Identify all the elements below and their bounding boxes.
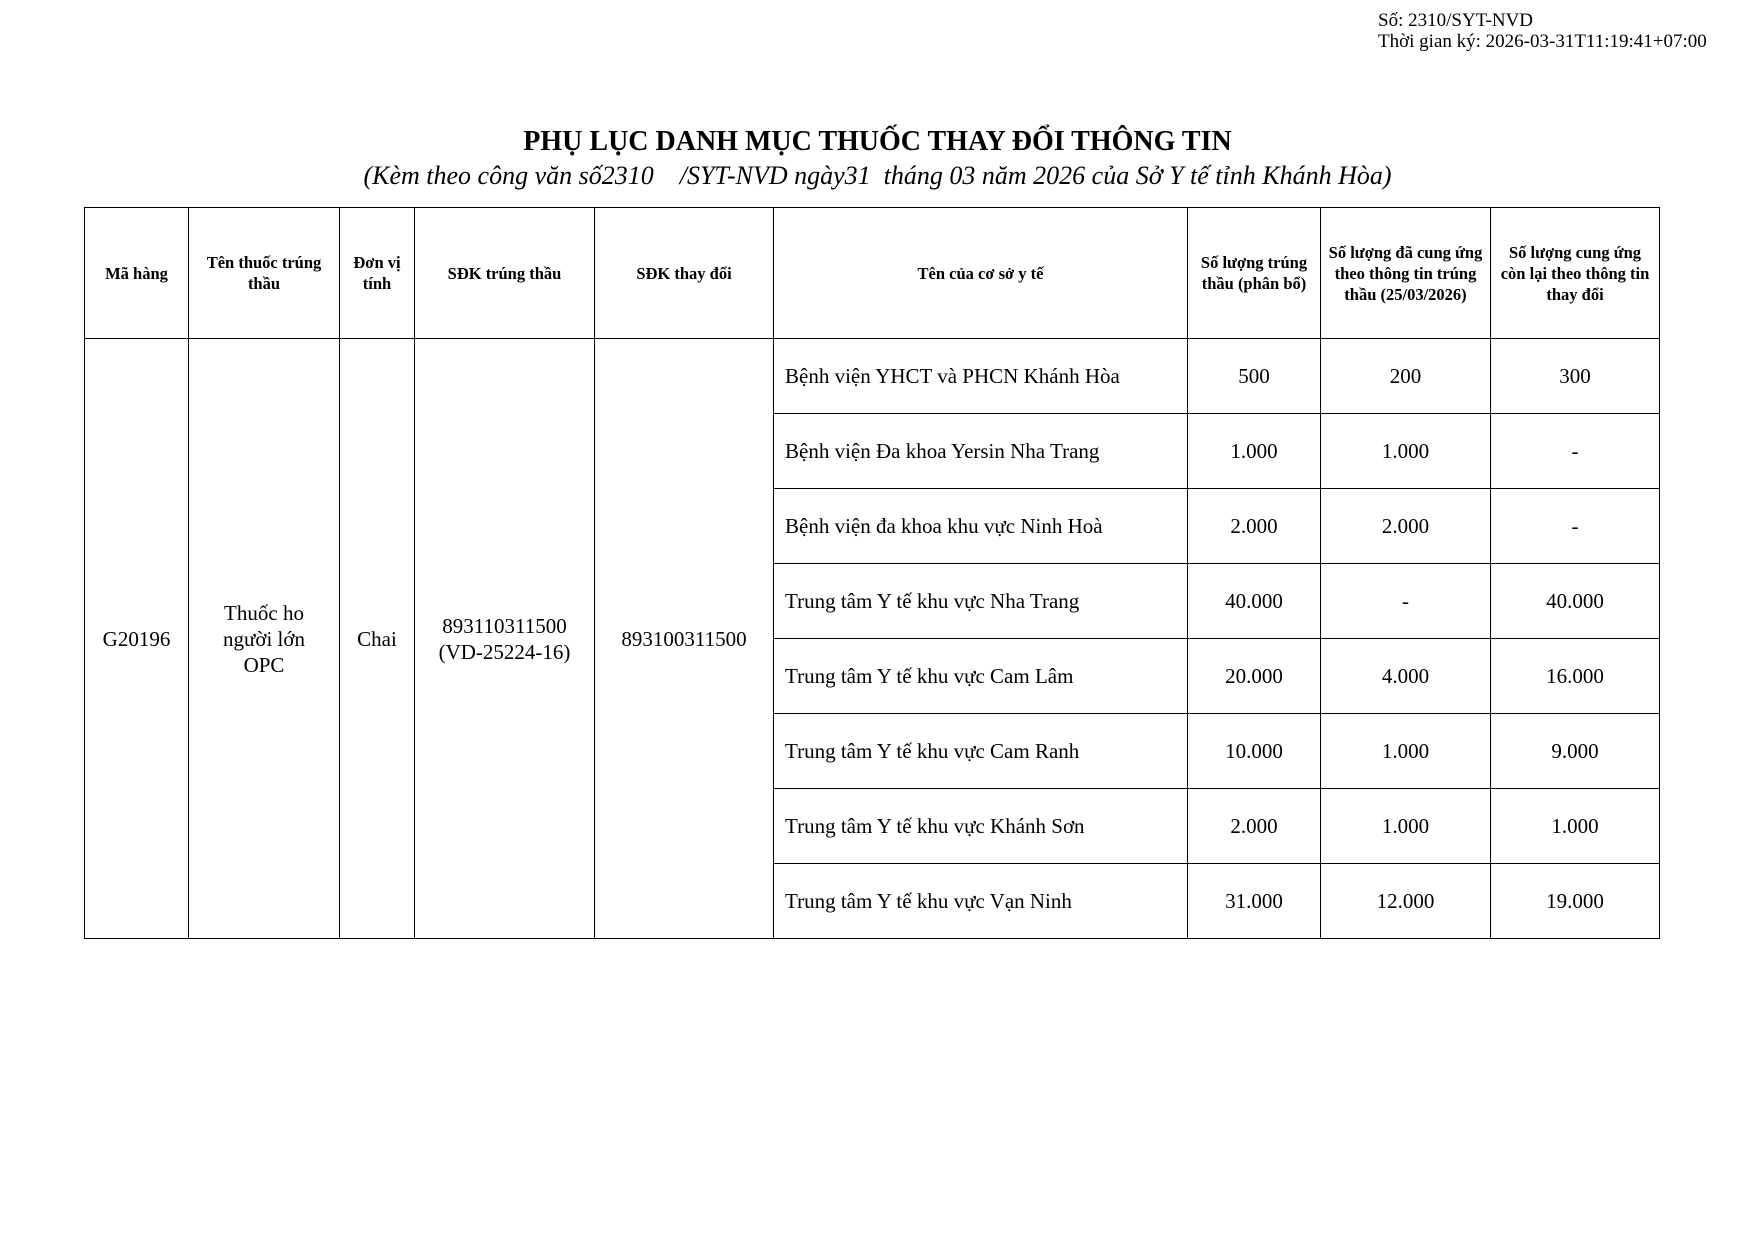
- header-sdk-thay-doi: SĐK thay đổi: [594, 207, 774, 339]
- table-row: Bệnh viện đa khoa khu vực Ninh Hoà 2.000 2…: [85, 488, 1660, 564]
- cell-da-cung-ung: 1.000: [1320, 413, 1491, 489]
- table-row: Trung tâm Y tế khu vực Khánh Sơn 2.000 1.0…: [85, 788, 1660, 864]
- signing-time: Thời gian ký: 2026-03-31T11:19:41+07:00: [1378, 31, 1707, 52]
- cell-co-so: Trung tâm Y tế khu vực Khánh Sơn: [773, 788, 1188, 864]
- cell-trung-thau: 10.000: [1187, 713, 1321, 789]
- cell-ma-hang: G20196: [84, 338, 189, 939]
- page-subtitle: (Kèm theo công văn số2310 /SYT-NVD ngày3…: [363, 161, 1392, 190]
- table-row: Trung tâm Y tế khu vực Cam Lâm 20.000 4.00…: [85, 638, 1660, 714]
- cell-trung-thau: 2.000: [1187, 788, 1321, 864]
- cell-con-lai: 9.000: [1490, 713, 1660, 789]
- cell-sdk-thay-doi: 893100311500: [594, 338, 774, 939]
- cell-trung-thau: 40.000: [1187, 563, 1321, 639]
- cell-da-cung-ung: 2.000: [1320, 488, 1491, 564]
- cell-trung-thau: 1.000: [1187, 413, 1321, 489]
- cell-con-lai: 19.000: [1490, 863, 1660, 939]
- header-sdk-trung-thau: SĐK trúng thầu: [414, 207, 595, 339]
- table-row: Trung tâm Y tế khu vực Cam Ranh 10.000 1.0…: [85, 713, 1660, 789]
- cell-co-so: Trung tâm Y tế khu vực Cam Ranh: [773, 713, 1188, 789]
- cell-con-lai: 16.000: [1490, 638, 1660, 714]
- cell-trung-thau: 20.000: [1187, 638, 1321, 714]
- header-don-vi: Đơn vị tính: [339, 207, 415, 339]
- header-co-so: Tên của cơ sở y tế: [773, 207, 1188, 339]
- table-row: Trung tâm Y tế khu vực Vạn Ninh 31.000 12.…: [85, 863, 1660, 939]
- cell-co-so: Bệnh viện YHCT và PHCN Khánh Hòa: [773, 338, 1188, 414]
- cell-con-lai: 40.000: [1490, 563, 1660, 639]
- cell-con-lai: 1.000: [1490, 788, 1660, 864]
- cell-co-so: Trung tâm Y tế khu vực Cam Lâm: [773, 638, 1188, 714]
- cell-co-so: Trung tâm Y tế khu vực Nha Trang: [773, 563, 1188, 639]
- document-number: Số: 2310/SYT-NVD: [1378, 10, 1534, 31]
- header-da-cung-ung: Số lượng đã cung ứng theo thông tin trún…: [1320, 207, 1491, 339]
- header-row: Mã hàng Tên thuốc trúng thầu Đơn vị tính…: [84, 207, 1660, 339]
- document-meta: Số: 2310/SYT-NVD Thời gian ký: 2026-03-3…: [1378, 10, 1707, 52]
- cell-da-cung-ung: -: [1320, 563, 1491, 639]
- cell-ten-thuoc: Thuốc ho người lớn OPC: [188, 338, 340, 939]
- cell-don-vi: Chai: [339, 338, 415, 939]
- drug-change-table: Mã hàng Tên thuốc trúng thầu Đơn vị tính…: [84, 207, 1660, 939]
- cell-con-lai: -: [1490, 488, 1660, 564]
- cell-da-cung-ung: 12.000: [1320, 863, 1491, 939]
- header-ma-hang: Mã hàng: [84, 207, 189, 339]
- cell-co-so: Bệnh viện đa khoa khu vực Ninh Hoà: [773, 488, 1188, 564]
- cell-da-cung-ung: 1.000: [1320, 788, 1491, 864]
- table-row: G20196 Thuốc ho người lớn OPC Chai 89311031…: [84, 338, 1660, 939]
- cell-trung-thau: 500: [1187, 338, 1321, 414]
- cell-trung-thau: 31.000: [1187, 863, 1321, 939]
- cell-da-cung-ung: 1.000: [1320, 713, 1491, 789]
- cell-co-so: Bệnh viện Đa khoa Yersin Nha Trang: [773, 413, 1188, 489]
- cell-con-lai: 300: [1490, 338, 1660, 414]
- header-so-luong-trung-thau: Số lượng trúng thầu (phân bổ): [1187, 207, 1321, 339]
- header-ten-thuoc: Tên thuốc trúng thầu: [188, 207, 340, 339]
- header-con-lai: Số lượng cung ứng còn lại theo thông tin…: [1490, 207, 1660, 339]
- cell-co-so: Trung tâm Y tế khu vực Vạn Ninh: [773, 863, 1188, 939]
- cell-da-cung-ung: 4.000: [1320, 638, 1491, 714]
- cell-sdk-trung-thau: 893110311500 (VD-25224-16): [414, 338, 595, 939]
- cell-da-cung-ung: 200: [1320, 338, 1491, 414]
- page-title: PHỤ LỤC DANH MỤC THUỐC THAY ĐỔI THÔNG TI…: [523, 126, 1232, 157]
- cell-trung-thau: 2.000: [1187, 488, 1321, 564]
- table-row: Trung tâm Y tế khu vực Nha Trang 40.000-4…: [85, 563, 1660, 639]
- cell-con-lai: -: [1490, 413, 1660, 489]
